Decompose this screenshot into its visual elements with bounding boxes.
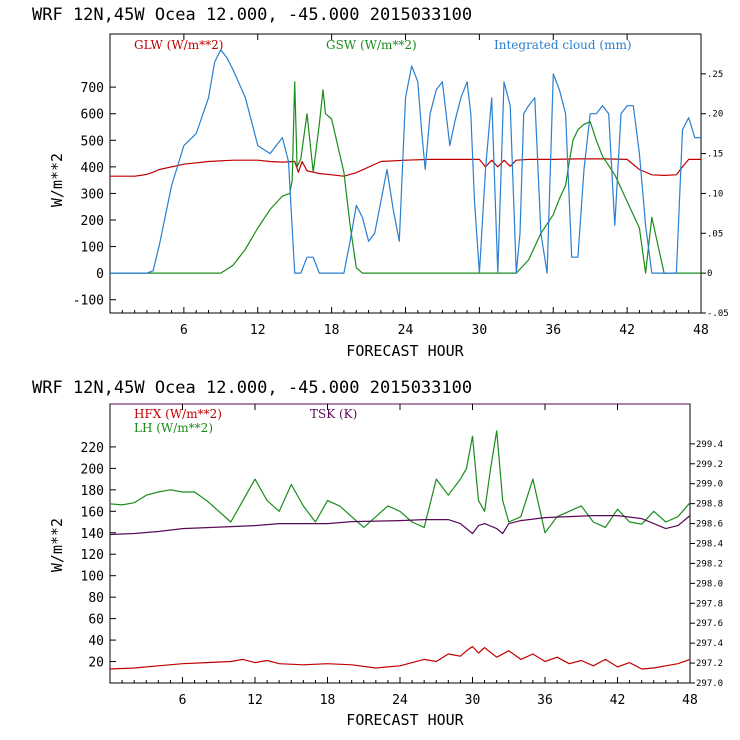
bottom-x-axis-label: FORECAST HOUR [346, 711, 464, 729]
bottom-series-hfx-line [109, 645, 691, 670]
bottom-right-tick-label: 299.0 [696, 480, 723, 490]
bottom-y-axis-label: W/m**2 [48, 518, 66, 572]
top-chart-title: WRF 12N,45W Ocea 12.000, -45.000 2015033… [32, 5, 472, 25]
bottom-right-tick-label: 297.0 [696, 679, 723, 689]
bottom-series-lh-line [109, 430, 691, 534]
legend-integrated-cloud: Integrated cloud (mm) [494, 38, 632, 52]
bottom-chart: WRF 12N,45W Ocea 12.000, -45.000 2015033… [32, 378, 723, 729]
bottom-chart-title: WRF 12N,45W Ocea 12.000, -45.000 2015033… [32, 378, 472, 398]
bottom-y-tick-label: 100 [81, 570, 104, 585]
legend-gsw: GSW (W/m**2) [326, 38, 417, 52]
top-y-tick-label: 100 [81, 241, 104, 256]
bottom-right-tick-label: 299.4 [696, 440, 723, 450]
bottom-y-tick-label: 80 [88, 591, 104, 606]
top-series-integrated-line [110, 49, 701, 274]
top-x-tick-label: 18 [324, 323, 340, 338]
top-right-tick-label: -.05 [707, 309, 729, 319]
top-x-tick-label: 6 [180, 323, 188, 338]
bottom-x-tick-label: 6 [179, 693, 187, 708]
top-right-tick-label: 0 [707, 269, 712, 279]
bottom-y-tick-label: 160 [81, 505, 104, 520]
bottom-x-tick-label: 18 [320, 693, 336, 708]
bottom-y-tick-label: 140 [81, 527, 104, 542]
bottom-right-tick-label: 297.2 [696, 659, 723, 669]
top-x-tick-label: 12 [250, 323, 266, 338]
bottom-x-tick-label: 36 [537, 693, 553, 708]
legend-hfx: HFX (W/m**2) [134, 407, 222, 421]
top-x-tick-label: 24 [398, 323, 414, 338]
bottom-y-tick-label: 180 [81, 484, 104, 499]
legend-lh: LH (W/m**2) [134, 421, 213, 435]
top-y-tick-label: 200 [81, 214, 104, 229]
bottom-right-tick-label: 297.4 [696, 639, 723, 649]
top-x-axis: 6 12 18 24 30 36 42 48 [121, 34, 709, 338]
top-y-tick-label: 0 [96, 267, 104, 282]
bottom-right-tick-label: 299.2 [696, 460, 723, 470]
top-y-tick-label: -100 [73, 294, 104, 309]
top-x-tick-label: 36 [545, 323, 561, 338]
bottom-right-tick-label: 298.4 [696, 540, 723, 550]
legend-tsk: TSK (K) [310, 407, 357, 421]
bottom-y-tick-label: 20 [88, 656, 104, 671]
bottom-right-tick-label: 297.8 [696, 599, 723, 609]
top-x-tick-label: 42 [619, 323, 635, 338]
bottom-right-tick-label: 298.8 [696, 500, 723, 510]
top-y-axis-label: W/m**2 [48, 153, 66, 207]
bottom-x-axis: 6 12 18 24 30 36 42 48 [121, 404, 698, 708]
top-legend: GLW (W/m**2) GSW (W/m**2) Integrated clo… [134, 38, 632, 52]
bottom-y-tick-label: 40 [88, 634, 104, 649]
bottom-x-tick-label: 48 [682, 693, 698, 708]
top-y-tick-label: 400 [81, 161, 104, 176]
top-right-tick-label: .10 [707, 189, 723, 199]
bottom-x-tick-label: 42 [610, 693, 626, 708]
bottom-x-tick-label: 30 [465, 693, 481, 708]
bottom-plot-frame-left [109, 403, 691, 684]
bottom-series-lines [109, 430, 691, 670]
top-y-tick-label: 600 [81, 108, 104, 123]
bottom-y-tick-label: 60 [88, 613, 104, 628]
top-x-tick-label: 30 [472, 323, 488, 338]
top-y-tick-label: 300 [81, 187, 104, 202]
top-right-tick-label: .05 [707, 229, 723, 239]
top-x-axis-label: FORECAST HOUR [346, 342, 464, 360]
bottom-y-tick-label: 220 [81, 441, 104, 456]
top-series-lines [110, 49, 701, 274]
bottom-legend: HFX (W/m**2) LH (W/m**2) TSK (K) [134, 407, 357, 435]
top-right-tick-label: .25 [707, 70, 723, 80]
top-right-tick-label: .15 [707, 150, 723, 160]
bottom-x-tick-label: 12 [247, 693, 263, 708]
bottom-right-axis: 297.0 297.2 297.4 297.6 297.8 298.0 298.2 298.4… [689, 404, 723, 689]
top-y-tick-label: 500 [81, 134, 104, 149]
bottom-series-tsk-line [109, 515, 691, 536]
bottom-right-tick-label: 297.6 [696, 619, 723, 629]
legend-glw: GLW (W/m**2) [134, 38, 223, 52]
top-y-axis: -100 0 100 200 300 400 500 600 700 [73, 81, 116, 309]
bottom-y-axis: 20 40 60 80 100 120 140 160 180 200 220 [81, 441, 116, 671]
top-series-glw-line [110, 158, 701, 177]
bottom-y-tick-label: 200 [81, 462, 104, 477]
bottom-right-tick-label: 298.2 [696, 559, 723, 569]
bottom-y-tick-label: 120 [81, 548, 104, 563]
top-right-tick-label: .20 [707, 110, 723, 120]
bottom-x-tick-label: 24 [392, 693, 408, 708]
top-right-axis: -.05 0 .05 .10 .15 .20 .25 [700, 34, 729, 319]
top-y-tick-label: 700 [81, 81, 104, 96]
bottom-right-tick-label: 298.0 [696, 579, 723, 589]
bottom-right-tick-label: 298.6 [696, 520, 723, 530]
top-chart: WRF 12N,45W Ocea 12.000, -45.000 2015033… [32, 5, 729, 360]
top-x-tick-label: 48 [693, 323, 709, 338]
